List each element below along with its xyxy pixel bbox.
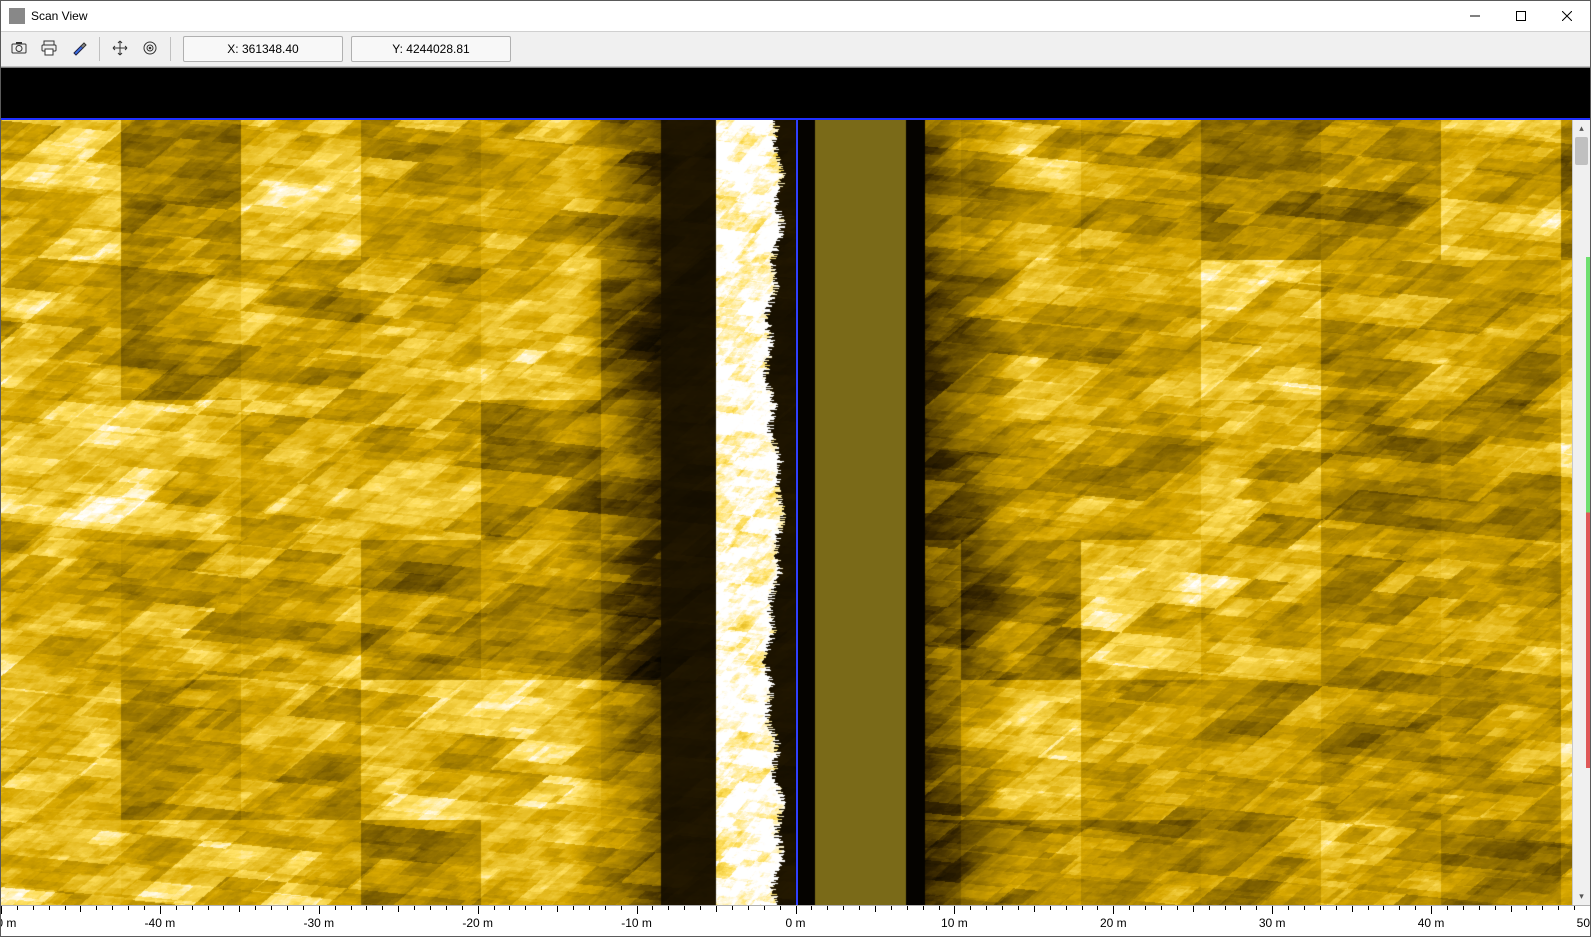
ruler-label: -30 m [303, 916, 334, 930]
scroll-up-arrow[interactable]: ▴ [1573, 120, 1590, 137]
ruler-label: 10 m [941, 916, 968, 930]
toolbar-separator [99, 37, 100, 61]
ruler-label: -10 m [621, 916, 652, 930]
color-strip [1586, 257, 1590, 768]
range-ruler: -50 m -40 m -30 m -20 m -10 m 0 m 10 m 20 m 30 m… [1, 905, 1590, 936]
scroll-track[interactable] [1573, 137, 1590, 888]
ruler-label: -50 m [1, 916, 16, 930]
ruler-label: 40 m [1418, 916, 1445, 930]
overview-strip [1, 67, 1590, 120]
pan-button[interactable] [106, 35, 134, 63]
ruler-label: -40 m [145, 916, 176, 930]
ruler-label: 0 m [785, 916, 805, 930]
scroll-down-arrow[interactable]: ▾ [1573, 888, 1590, 905]
print-button[interactable] [35, 35, 63, 63]
sonar-canvas [1, 120, 1572, 905]
screenshot-button[interactable] [5, 35, 33, 63]
app-window: Scan View [0, 0, 1591, 937]
coordinate-x-display: X: 361348.40 [183, 36, 343, 62]
titlebar: Scan View [1, 1, 1590, 32]
nadir-centerline [796, 120, 798, 905]
app-icon [9, 8, 25, 24]
color-picker-button[interactable] [65, 35, 93, 63]
minimize-button[interactable] [1452, 1, 1498, 31]
main-area: ▴ ▾ -50 m -40 m -30 m -20 m -10 m 0 m 10 m 20 m… [1, 120, 1590, 936]
window-title: Scan View [31, 9, 87, 23]
toolbar-separator [170, 37, 171, 61]
ruler-label: -20 m [462, 916, 493, 930]
pan-icon [112, 40, 128, 59]
print-icon [41, 40, 57, 59]
scan-viewport[interactable] [1, 120, 1572, 905]
maximize-button[interactable] [1498, 1, 1544, 31]
toolbar: X: 361348.40 Y: 4244028.81 [1, 32, 1590, 67]
target-icon [142, 40, 158, 59]
target-button[interactable] [136, 35, 164, 63]
ruler-label: 50 m [1577, 916, 1590, 930]
color-picker-icon [71, 40, 87, 59]
close-button[interactable] [1544, 1, 1590, 31]
ruler-label: 20 m [1100, 916, 1127, 930]
coordinate-y-display: Y: 4244028.81 [351, 36, 511, 62]
vertical-scrollbar[interactable]: ▴ ▾ [1572, 120, 1590, 905]
camera-icon [11, 40, 27, 59]
ruler-label: 30 m [1259, 916, 1286, 930]
scroll-thumb[interactable] [1575, 137, 1588, 165]
